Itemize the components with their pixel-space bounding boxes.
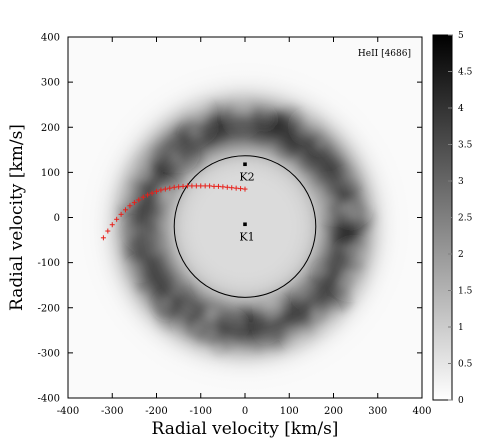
y-tick-label: 0 (54, 213, 60, 224)
trajectory-point (229, 185, 235, 191)
trajectory-point (189, 183, 195, 189)
x-tick-label: -300 (101, 406, 123, 417)
trajectory-point (207, 183, 213, 189)
x-tick-label: 300 (368, 406, 387, 417)
trajectory-point (131, 200, 137, 206)
x-tick-label: 400 (412, 406, 431, 417)
trajectory-point (233, 185, 239, 191)
reference-circle (173, 155, 317, 298)
point-label-k2: K2 (239, 170, 254, 183)
colorbar-tick-label: 1.5 (458, 287, 473, 297)
y-axis-title: Radial velocity [km/s] (7, 124, 27, 311)
trajectory-point (220, 184, 226, 190)
trajectory-point (109, 222, 115, 228)
trajectory-point (171, 184, 177, 190)
trajectory-point (176, 184, 182, 190)
marked-points: K2 K1 (239, 162, 255, 243)
x-tick-label: 0 (242, 406, 248, 417)
y-tick-label: -400 (38, 394, 60, 405)
trajectory-point (154, 188, 159, 194)
colorbar-tick-label: 4.5 (458, 68, 473, 78)
y-tick-label: -200 (38, 303, 60, 314)
x-axis-title: Radial velocity [km/s] (152, 419, 339, 439)
trajectory-point (184, 183, 190, 189)
trajectory-point (202, 183, 208, 189)
x-tick-label: 200 (324, 406, 343, 417)
trajectory-point (224, 184, 230, 190)
trajectory-point (149, 190, 155, 196)
trajectory-point (105, 228, 111, 234)
axis-ticks: -400 -300 -200 -100 0 100 200 300 400 -400 -300 -20… (38, 33, 432, 418)
y-tick-label: 200 (41, 123, 60, 134)
y-tick-label: 300 (41, 78, 60, 89)
point-marker-k1 (243, 222, 247, 227)
trajectory-point (118, 211, 124, 217)
trajectory-point (145, 192, 151, 198)
trajectory-point (100, 235, 106, 241)
trajectory-point (114, 216, 120, 222)
trajectory-point (140, 194, 146, 200)
line-annotation: HeII [4686] (358, 49, 411, 59)
trajectory-point (215, 183, 221, 189)
point-label-k1: K1 (239, 230, 254, 243)
trajectory-point (162, 186, 168, 192)
point-marker-k2 (243, 162, 247, 167)
trajectory-point (211, 183, 217, 189)
colorbar-ticks: 0 0.5 1 1.5 2 2.5 3 3.5 4 4.5 5 (448, 31, 473, 406)
stream-trajectory (100, 183, 248, 241)
plot-area: K2 K1 -400 -300 -200 -100 0 100 200 300 400 -400 -3… (38, 33, 432, 418)
emission-texture (116, 96, 377, 356)
y-tick-label: -100 (38, 258, 60, 269)
y-tick-label: 100 (41, 168, 60, 179)
trajectory-point (167, 185, 173, 191)
trajectory-point (158, 187, 164, 193)
trajectory-point (123, 207, 129, 213)
colorbar-tick-label: 3 (458, 177, 464, 187)
trajectory-point (238, 186, 244, 192)
x-tick-label: -100 (190, 406, 212, 417)
colorbar-tick-label: 5 (458, 31, 464, 41)
colorbar-tick-label: 2.5 (458, 214, 473, 224)
colorbar-tick-label: 2 (458, 250, 464, 260)
colorbar-tick-label: 0.5 (458, 360, 473, 370)
y-tick-label: 400 (41, 33, 60, 44)
trajectory-point (127, 203, 133, 209)
colorbar-tick-label: 4 (458, 104, 464, 114)
colorbar: 0 0.5 1 1.5 2 2.5 3 3.5 4 4.5 5 (432, 31, 473, 406)
trajectory-point (242, 186, 248, 192)
trajectory-point (193, 183, 199, 189)
trajectory-point (198, 183, 204, 189)
colorbar-tick-label: 1 (458, 323, 464, 333)
x-tick-label: -200 (145, 406, 167, 417)
x-tick-label: -400 (57, 406, 79, 417)
colorbar-tick-label: 3.5 (458, 141, 473, 151)
trajectory-point (180, 183, 186, 189)
colorbar-tick-label: 0 (458, 396, 464, 406)
y-tick-label: -300 (38, 348, 60, 359)
trajectory-point (136, 197, 142, 203)
x-tick-label: 100 (280, 406, 299, 417)
